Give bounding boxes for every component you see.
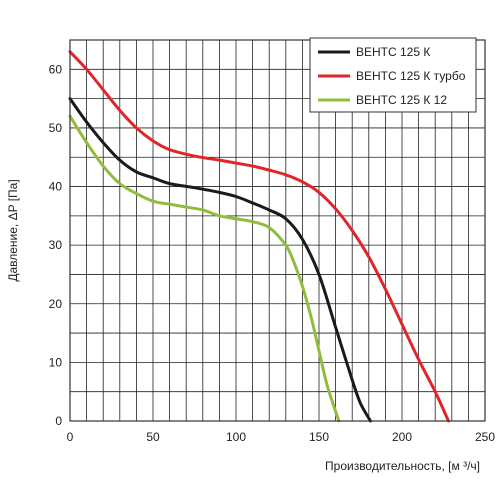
legend-label: ВЕНТС 125 К 12 [356,93,447,107]
x-axis-title: Производительность, [м ³/ч] [325,459,480,473]
series-line-3 [68,114,341,423]
x-tick-labels: 0 50 100 150 200 250 [67,430,496,444]
legend: ВЕНТС 125 К ВЕНТС 125 К турбо ВЕНТС 125 К … [309,37,477,113]
y-tick-labels: 0 10 20 30 40 50 60 [49,62,63,428]
y-tick-label: 40 [49,180,63,194]
y-tick-label: 20 [49,297,63,311]
legend-label: ВЕНТС 125 К турбо [356,69,466,83]
series-line-2 [68,50,450,423]
series-lines [68,50,450,423]
x-tick-label: 200 [392,430,412,444]
y-tick-label: 50 [49,121,63,135]
y-tick-label: 30 [49,238,63,252]
y-tick-label: 10 [49,355,63,369]
x-tick-label: 0 [67,430,74,444]
y-tick-label: 60 [49,62,63,76]
y-axis-title: Давление, ΔP [Па] [6,179,20,281]
plot-frame [69,39,486,422]
x-tick-label: 100 [226,430,246,444]
x-tick-label: 150 [309,430,329,444]
legend-label: ВЕНТС 125 К [356,45,430,59]
series-line-1 [68,97,372,423]
x-tick-label: 250 [475,430,495,444]
x-tick-label: 50 [146,430,160,444]
y-tick-label: 0 [55,414,62,428]
